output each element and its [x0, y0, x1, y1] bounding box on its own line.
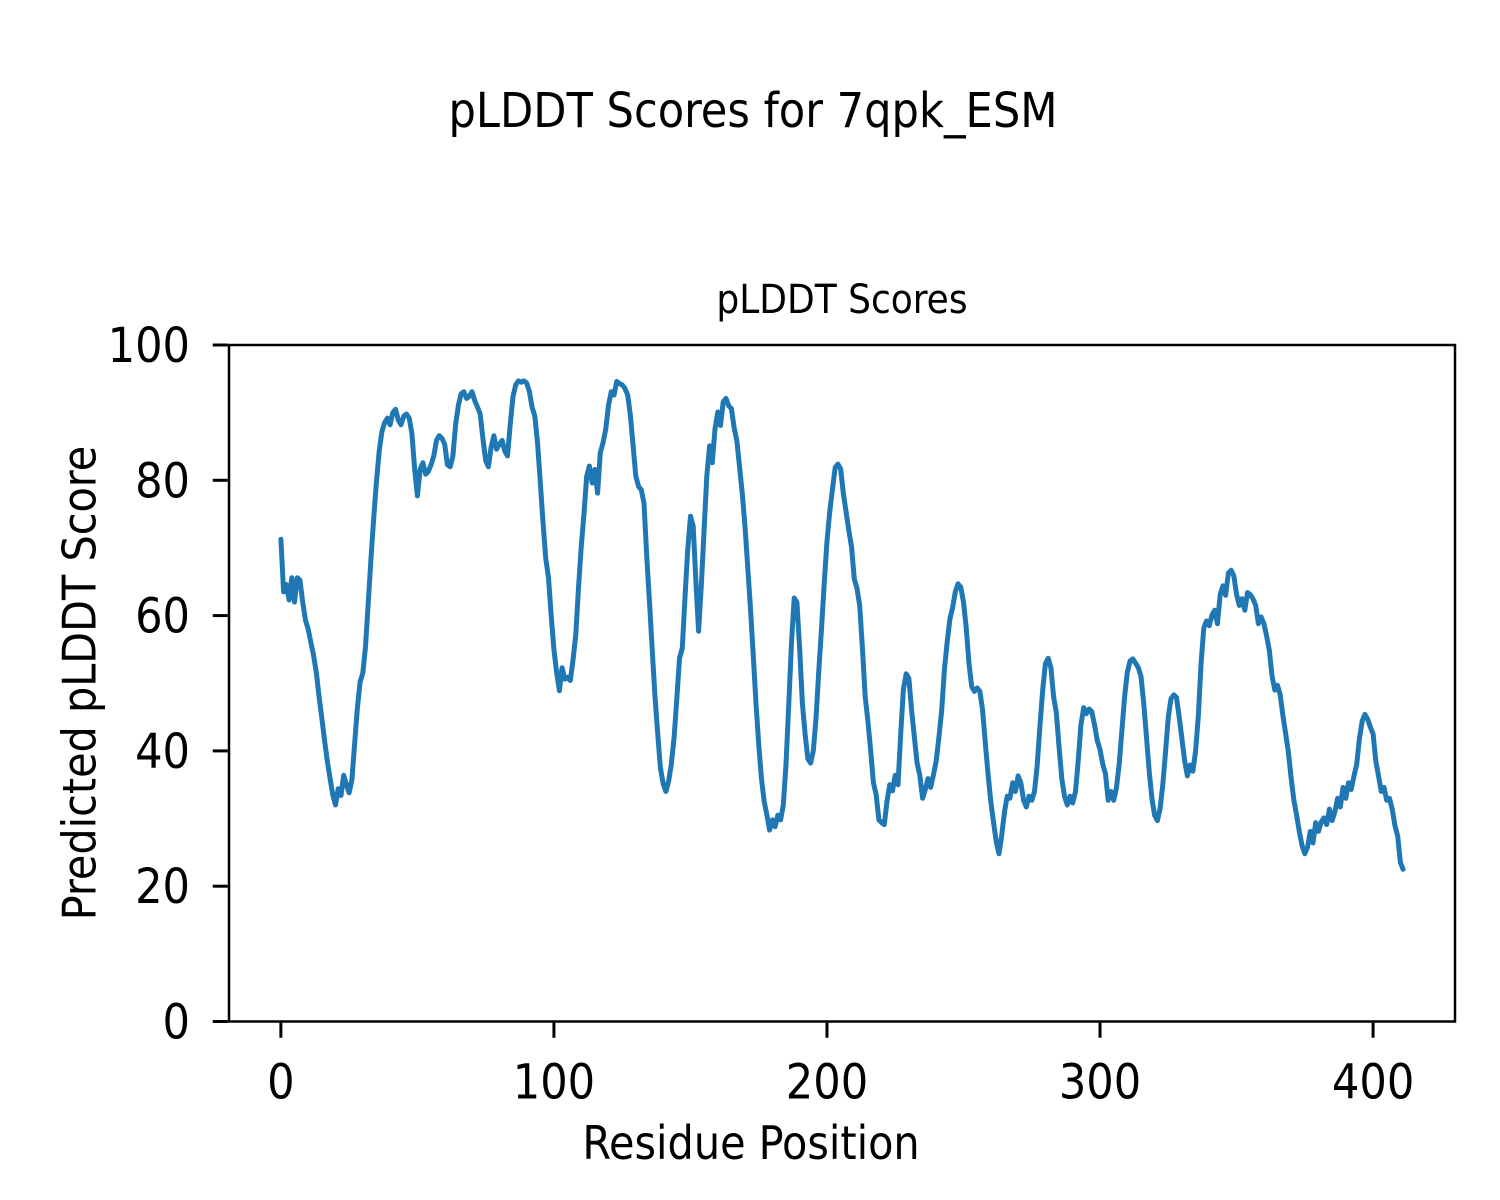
y-tick-label: 40	[135, 724, 190, 780]
y-tick-label: 100	[108, 318, 190, 374]
figure-title: pLDDT Scores for 7qpk_ESM	[448, 83, 1058, 139]
x-tick-label: 200	[786, 1055, 868, 1111]
x-axis-label: Residue Position	[582, 1116, 920, 1170]
y-axis-label: Predicted pLDDT Score	[52, 445, 107, 921]
y-tick-label: 0	[163, 995, 190, 1051]
x-tick-label: 300	[1059, 1055, 1141, 1111]
y-tick-label: 60	[135, 589, 190, 645]
x-tick-label: 100	[513, 1055, 595, 1111]
x-tick-label: 400	[1332, 1055, 1414, 1111]
plddt-score-line	[278, 378, 1406, 872]
x-tick-label: 0	[267, 1055, 294, 1111]
axes-frame	[227, 343, 1457, 1023]
y-tick-label: 20	[135, 859, 190, 915]
y-tick-label: 80	[135, 453, 190, 509]
axes-title: pLDDT Scores	[716, 277, 968, 323]
